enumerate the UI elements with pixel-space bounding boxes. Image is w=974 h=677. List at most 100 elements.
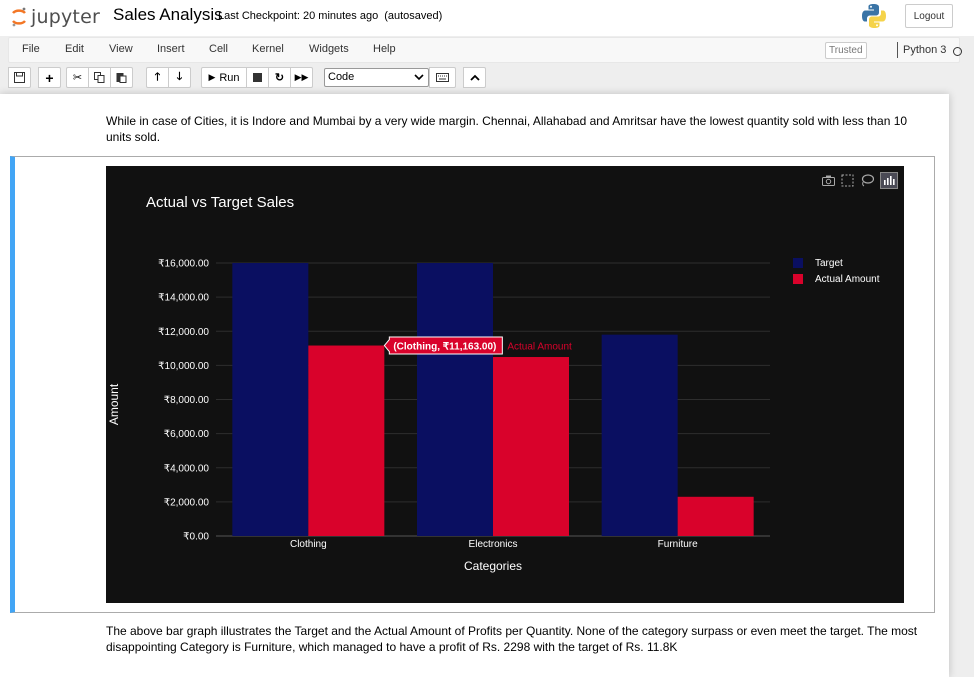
logo-text: jupyter — [31, 6, 100, 28]
stop-icon — [253, 73, 262, 82]
bar-target — [601, 334, 678, 536]
plus-icon: + — [45, 69, 54, 86]
move-group: 🡑 🡓 — [146, 67, 191, 88]
plotly-logo-icon[interactable] — [880, 172, 898, 189]
bar-target — [417, 263, 493, 536]
refresh-icon: ↻ — [274, 72, 285, 84]
x-axis-title: Categories — [464, 559, 522, 573]
copy-button[interactable] — [88, 67, 111, 88]
hover-tooltip-text: (Clothing, ₹11,163.00) — [393, 342, 496, 353]
menubar: File Edit View Insert Cell Kernel Widget… — [8, 37, 962, 63]
header: jupyter Sales Analysis Last Checkpoint: … — [0, 0, 974, 36]
trusted-badge[interactable]: Trusted — [825, 42, 867, 59]
restart-button[interactable]: ↻ — [268, 67, 291, 88]
cell-type-select[interactable]: Code — [324, 68, 429, 87]
menu-widgets[interactable]: Widgets — [309, 43, 349, 55]
toolbar: + ✂ 🡑 🡓 ▶ Run ↻ ▶▶ Code — [8, 67, 960, 89]
run-button[interactable]: ▶ Run — [201, 67, 247, 88]
jupyter-logo[interactable]: jupyter — [11, 6, 100, 28]
chevron-down-icon — [414, 74, 424, 81]
arrow-down-icon: 🡓 — [176, 71, 183, 83]
autosave-text: (autosaved) — [384, 10, 443, 22]
lasso-icon[interactable] — [860, 174, 874, 187]
fast-forward-icon: ▶▶ — [294, 72, 309, 82]
menu-insert[interactable]: Insert — [157, 43, 185, 55]
python-logo-icon — [861, 3, 887, 34]
menu-file[interactable]: File — [22, 43, 40, 55]
menu-cell[interactable]: Cell — [209, 43, 228, 55]
y-tick-label: ₹8,000.00 — [164, 395, 210, 406]
markdown-cell-before[interactable]: While in case of Cities, it is Indore an… — [106, 114, 908, 144]
y-tick-label: ₹4,000.00 — [164, 463, 210, 474]
clipboard-group: ✂ — [66, 67, 133, 88]
menu-edit[interactable]: Edit — [65, 43, 84, 55]
hover-series-label: Actual Amount — [507, 342, 572, 353]
bar-actual — [493, 357, 569, 536]
menu-view[interactable]: View — [109, 43, 133, 55]
chart-legend: Target Actual Amount — [793, 255, 879, 287]
menu-help[interactable]: Help — [373, 43, 396, 55]
menu-kernel[interactable]: Kernel — [252, 43, 284, 55]
keyboard-icon — [436, 73, 449, 82]
y-tick-label: ₹6,000.00 — [164, 429, 210, 440]
chevron-up-icon — [469, 74, 480, 81]
save-button[interactable] — [8, 67, 31, 88]
play-icon: ▶ — [208, 72, 216, 82]
move-down-button[interactable]: 🡓 — [168, 67, 191, 88]
run-label: Run — [219, 71, 240, 84]
x-tick-label: Clothing — [290, 539, 327, 550]
cut-button[interactable]: ✂ — [66, 67, 89, 88]
palette-group — [429, 67, 456, 88]
camera-icon[interactable] — [822, 175, 835, 186]
legend-label-target: Target — [815, 257, 843, 269]
kernel-idle-icon — [953, 47, 962, 56]
y-tick-label: ₹12,000.00 — [158, 327, 209, 338]
y-tick-label: ₹14,000.00 — [158, 293, 209, 304]
restart-run-all-button[interactable]: ▶▶ — [290, 67, 313, 88]
x-tick-label: Electronics — [469, 539, 518, 550]
save-icon — [14, 72, 25, 83]
selected-code-cell[interactable] — [10, 156, 935, 613]
collapse-group — [463, 67, 486, 88]
copy-icon — [94, 72, 105, 83]
legend-swatch-target — [793, 258, 803, 268]
bar-actual — [677, 496, 754, 536]
y-tick-label: ₹0.00 — [183, 532, 209, 543]
checkpoint-status: Last Checkpoint: 20 minutes ago (autosave… — [218, 10, 442, 22]
run-group: ▶ Run ↻ ▶▶ — [201, 67, 313, 88]
move-up-button[interactable]: 🡑 — [146, 67, 169, 88]
chart-title: Actual vs Target Sales — [146, 194, 295, 211]
legend-item-actual[interactable]: Actual Amount — [793, 271, 879, 287]
save-group — [8, 67, 31, 88]
plot-modebar — [822, 172, 898, 189]
y-tick-label: ₹2,000.00 — [164, 497, 210, 508]
logout-button[interactable]: Logout — [905, 4, 953, 28]
legend-swatch-actual — [793, 274, 803, 284]
legend-label-actual: Actual Amount — [815, 273, 880, 285]
legend-item-target[interactable]: Target — [793, 255, 879, 271]
y-tick-label: ₹10,000.00 — [158, 361, 209, 372]
cell-type-value: Code — [328, 71, 355, 83]
paste-button[interactable] — [110, 67, 133, 88]
kernel-name: Python 3 — [897, 42, 946, 58]
bar-target — [232, 263, 309, 536]
jupyter-logo-icon — [12, 7, 26, 27]
insert-cell-button[interactable]: + — [38, 67, 61, 88]
toggle-header-button[interactable] — [463, 67, 486, 88]
x-tick-label: Furniture — [658, 539, 698, 550]
box-select-icon[interactable] — [841, 174, 854, 187]
command-palette-button[interactable] — [429, 67, 456, 88]
insert-group: + — [38, 67, 61, 88]
y-tick-label: ₹16,000.00 — [158, 259, 209, 270]
paste-icon — [116, 73, 127, 83]
chart-svg: ₹0.00 ₹2,000.00 ₹4,000.00 ₹6,000.00 ₹8,000.0… — [107, 259, 770, 573]
bar-actual — [308, 345, 385, 536]
scissors-icon: ✂ — [72, 72, 83, 84]
interrupt-button[interactable] — [246, 67, 269, 88]
plotly-chart[interactable]: Actual vs Target Sales ₹0.00 ₹2,000.00 ₹4,… — [106, 166, 904, 603]
notebook-container: While in case of Cities, it is Indore an… — [0, 94, 949, 677]
markdown-cell-after[interactable]: The above bar graph illustrates the Targ… — [106, 624, 918, 654]
arrow-up-icon: 🡑 — [154, 71, 161, 83]
notebook-name[interactable]: Sales Analysis — [113, 5, 223, 24]
y-axis-title: Amount — [107, 383, 121, 425]
